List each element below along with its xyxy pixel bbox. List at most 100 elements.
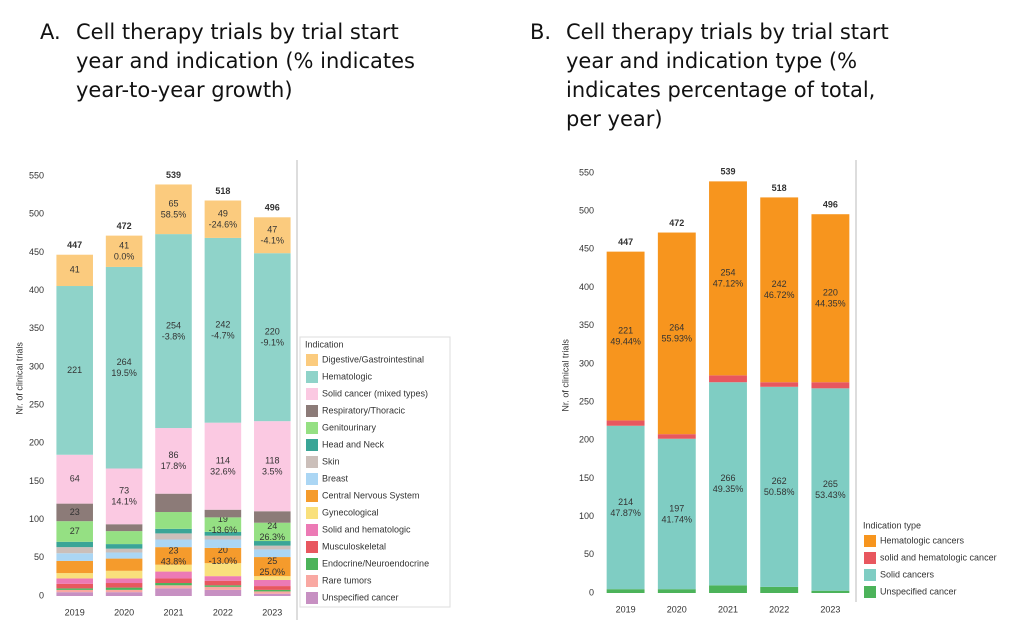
value-label: 220 bbox=[823, 288, 838, 298]
bar-segment bbox=[105, 235, 143, 267]
bar-segment bbox=[254, 541, 291, 546]
percent-label: 58.5% bbox=[161, 210, 187, 220]
legend-swatch bbox=[864, 586, 876, 598]
bar-segment bbox=[56, 503, 93, 522]
y-tick-label: 350 bbox=[29, 323, 44, 333]
bar-segment bbox=[709, 181, 747, 376]
value-label: 73 bbox=[119, 486, 129, 496]
bar-segment bbox=[56, 592, 93, 596]
percent-label: -4.1% bbox=[261, 236, 285, 246]
percent-label: 14.1% bbox=[111, 497, 137, 507]
bar-segment bbox=[760, 586, 799, 593]
bar-segment bbox=[105, 589, 143, 593]
legend-label: Respiratory/Thoracic bbox=[322, 405, 406, 415]
percent-label: 50.58% bbox=[764, 487, 795, 497]
bar-segment bbox=[254, 522, 291, 542]
bar-segment bbox=[56, 553, 93, 561]
x-tick-label: 2022 bbox=[769, 604, 789, 614]
value-label: 25 bbox=[267, 556, 277, 566]
value-label: 19 bbox=[218, 514, 228, 524]
bar-segment bbox=[105, 266, 143, 469]
value-label: 254 bbox=[720, 268, 735, 278]
bar-segment bbox=[760, 382, 799, 387]
value-label: 86 bbox=[168, 450, 178, 460]
bar-segment bbox=[204, 200, 242, 238]
title-a: A. Cell therapy trials by trial start yea… bbox=[40, 18, 440, 105]
y-tick-label: 100 bbox=[29, 514, 44, 524]
bar-segment bbox=[56, 286, 93, 455]
percent-label: -13.6% bbox=[209, 525, 238, 535]
legend-label: Solid cancers bbox=[880, 569, 935, 579]
bar-segment bbox=[811, 388, 850, 591]
percent-label: 49.44% bbox=[610, 336, 641, 346]
bar-segment bbox=[56, 583, 93, 589]
total-label: 518 bbox=[215, 186, 230, 196]
bar-segment bbox=[155, 588, 192, 596]
legend-label: Unspecified cancer bbox=[880, 586, 957, 596]
legend-label: Genitourinary bbox=[322, 422, 377, 432]
bar-segment bbox=[254, 253, 291, 422]
legend-label: Endocrine/Neuroendocrine bbox=[322, 558, 429, 568]
percent-label: 41.74% bbox=[662, 514, 693, 524]
bar-segment bbox=[204, 547, 242, 564]
bar-segment bbox=[105, 570, 143, 579]
legend-label: Central Nervous System bbox=[322, 490, 420, 500]
bar-segment bbox=[56, 573, 93, 579]
bar-segment bbox=[155, 539, 192, 548]
legend-swatch bbox=[864, 569, 876, 581]
bar-segment bbox=[56, 541, 93, 548]
x-tick-label: 2019 bbox=[65, 607, 85, 617]
legend-label: Musculoskeletal bbox=[322, 541, 386, 551]
legend-label: Solid cancer (mixed types) bbox=[322, 388, 428, 398]
value-label: 265 bbox=[823, 479, 838, 489]
value-label: 242 bbox=[772, 279, 787, 289]
bar-segment bbox=[105, 558, 143, 571]
total-label: 496 bbox=[265, 203, 280, 213]
value-label: 23 bbox=[70, 507, 80, 517]
bar-segment bbox=[204, 531, 242, 536]
y-axis-label: Nr. of clinical trials bbox=[14, 342, 24, 415]
value-label: 220 bbox=[265, 327, 280, 337]
legend-swatch bbox=[306, 456, 318, 468]
percent-label: 43.8% bbox=[161, 556, 187, 566]
y-tick-label: 550 bbox=[579, 167, 594, 177]
y-tick-label: 150 bbox=[29, 476, 44, 486]
bar-segment bbox=[204, 535, 242, 540]
panel-label: A. bbox=[40, 20, 61, 44]
bar-segment bbox=[606, 420, 645, 426]
bar-segment bbox=[204, 422, 242, 510]
bar-segment bbox=[105, 592, 143, 596]
bar-segment bbox=[254, 217, 291, 254]
percent-label: 25.0% bbox=[260, 567, 286, 577]
bar-segment bbox=[657, 232, 696, 435]
percent-label: 3.5% bbox=[262, 467, 283, 477]
percent-label: 17.8% bbox=[161, 461, 187, 471]
bar-segment bbox=[155, 547, 192, 565]
y-tick-label: 150 bbox=[579, 473, 594, 483]
bar-segment bbox=[155, 578, 192, 584]
bar-segment bbox=[155, 528, 192, 534]
y-tick-label: 300 bbox=[29, 361, 44, 371]
value-label: 64 bbox=[70, 474, 80, 484]
y-tick-label: 100 bbox=[579, 511, 594, 521]
bar-segment bbox=[204, 576, 242, 581]
y-tick-label: 250 bbox=[579, 396, 594, 406]
bar-segment bbox=[105, 583, 143, 588]
value-label: 197 bbox=[669, 503, 684, 513]
percent-label: 53.43% bbox=[815, 490, 846, 500]
bar-segment bbox=[105, 552, 143, 559]
bar-segment bbox=[760, 197, 799, 383]
percent-label: -24.6% bbox=[209, 220, 238, 230]
bar-segment bbox=[204, 580, 242, 586]
legend-swatch bbox=[306, 439, 318, 451]
y-tick-label: 200 bbox=[579, 435, 594, 445]
percent-label: 46.72% bbox=[764, 290, 795, 300]
legend-label: solid and hematologic cancer bbox=[880, 552, 997, 562]
value-label: 264 bbox=[669, 323, 684, 333]
bar-segment bbox=[105, 524, 143, 532]
legend-swatch bbox=[306, 558, 318, 570]
percent-label: 26.3% bbox=[260, 532, 286, 542]
bar-segment bbox=[56, 454, 93, 504]
legend-swatch bbox=[864, 552, 876, 564]
